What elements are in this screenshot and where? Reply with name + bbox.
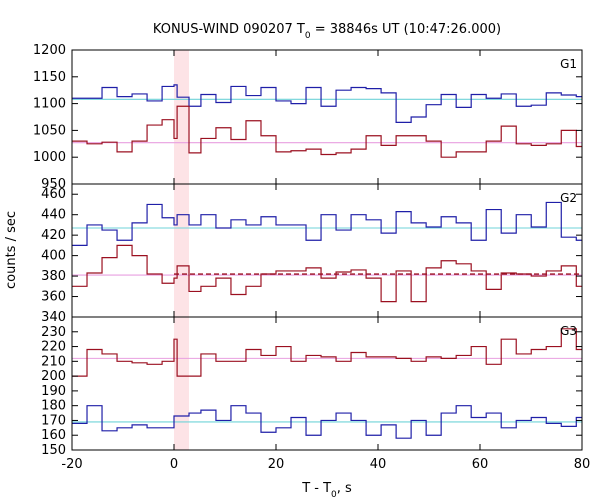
- y-tick-label: 220: [41, 340, 66, 355]
- y-tick-label: 460: [41, 187, 66, 202]
- y-tick-label: 1000: [33, 150, 66, 165]
- y-tick-label: 380: [41, 269, 66, 284]
- panel-label-g2: G2: [560, 191, 577, 205]
- x-tick-label: 0: [170, 457, 178, 472]
- x-axis-label-main: T - T: [301, 481, 331, 496]
- panel-g2-blue-series: [72, 201, 582, 246]
- y-tick-label: 340: [41, 310, 66, 325]
- panel-g3-frame: [71, 316, 583, 451]
- chart-panels: 95010001050110011501200G1340360380400420…: [33, 43, 590, 472]
- x-tick-label: -20: [61, 457, 82, 472]
- x-tick-label: 40: [370, 457, 387, 472]
- chart-title: KONUS-WIND 090207 T0 = 38846s UT (10:47:…: [153, 22, 501, 41]
- chart-title-subscript: 0: [305, 31, 311, 41]
- x-tick-label: 80: [574, 457, 591, 472]
- x-axis-label: T - T0, s: [301, 481, 352, 500]
- panel-g1-blue-series: [72, 84, 582, 123]
- x-axis-label-subscript: 0: [331, 490, 337, 500]
- chart-title-main: KONUS-WIND 090207 T: [153, 22, 305, 37]
- panel-g1: 950 1000 1050 1100 1150 1200 G1: [33, 43, 583, 192]
- y-tick-label: 1050: [33, 123, 66, 138]
- y-tick-label: 150: [41, 443, 66, 458]
- y-tick-label: 1150: [33, 70, 66, 85]
- panel-g3-blue-series: [72, 405, 582, 439]
- highlight-band: [174, 50, 190, 450]
- panel-g2: 340 360 380 400 420 440 460 G2: [41, 183, 583, 325]
- y-tick-label: 160: [41, 428, 66, 443]
- y-tick-label: 230: [41, 325, 66, 340]
- panel-label-g3: G3: [560, 324, 577, 338]
- panel-g1-frame: [71, 49, 583, 185]
- panel-label-g1: G1: [560, 57, 577, 71]
- x-tick-label: 60: [472, 457, 489, 472]
- y-tick-label: 190: [41, 384, 66, 399]
- y-tick-label: 1200: [33, 43, 66, 58]
- y-tick-label: 950: [41, 177, 66, 192]
- y-tick-label: 400: [41, 249, 66, 264]
- y-tick-label: 1100: [33, 97, 66, 112]
- y-tick-label: 170: [41, 413, 66, 428]
- panel-g3-dark-red-series: [72, 328, 582, 377]
- panel-g1-dark-red-series: [72, 105, 582, 158]
- y-tick-label: 180: [41, 399, 66, 414]
- x-axis-label-rest: , s: [337, 481, 352, 496]
- y-tick-label: 440: [41, 208, 66, 223]
- y-tick-label: 200: [41, 369, 66, 384]
- y-tick-label: 210: [41, 354, 66, 369]
- x-tick-label: 20: [268, 457, 285, 472]
- y-tick-label: 420: [41, 228, 66, 243]
- panel-g2-dark-red-series: [72, 244, 582, 303]
- chart-title-rest: = 38846s UT (10:47:26.000): [311, 22, 501, 37]
- y-tick-label: 360: [41, 290, 66, 305]
- y-axis-label: counts / sec: [4, 211, 19, 289]
